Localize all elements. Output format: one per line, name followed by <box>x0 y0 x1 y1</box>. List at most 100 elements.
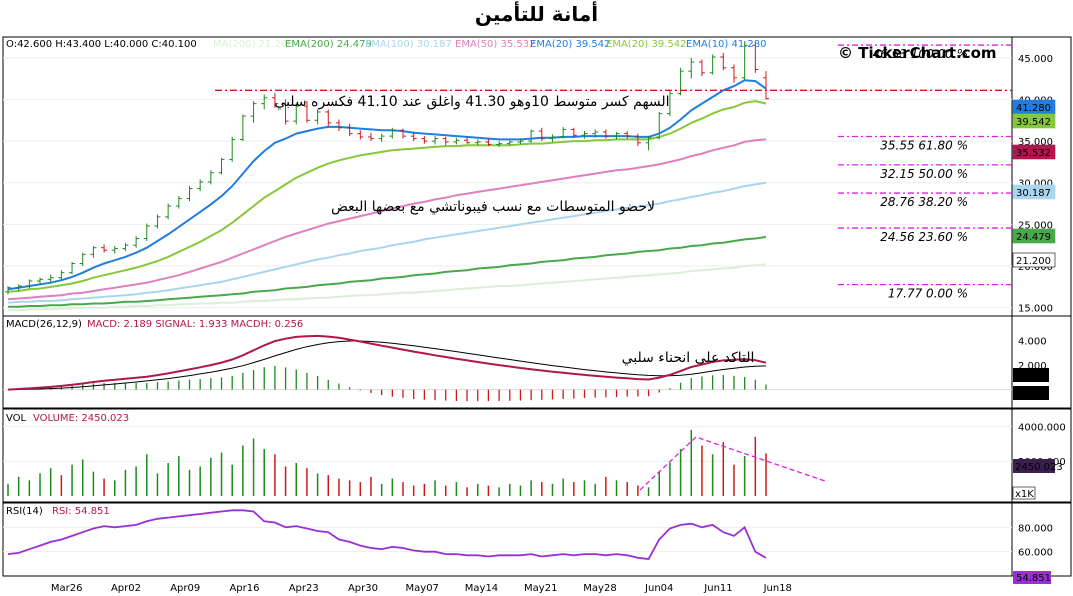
series-line-ema200 <box>8 235 767 308</box>
price-candle <box>69 261 76 275</box>
price-badge-label: 24.479 <box>1016 232 1051 243</box>
macd-line <box>7 334 767 391</box>
rsi-line <box>7 509 767 560</box>
series-line-ema10 <box>7 79 767 291</box>
rsi-panel-frame <box>2 502 1072 577</box>
volume-tick-label: 4000.000 <box>1018 422 1066 433</box>
price-candle <box>229 136 236 162</box>
price-badge <box>1012 228 1056 244</box>
legend-item: EMA(20) 39.542 <box>530 39 610 50</box>
price-candle <box>421 136 428 144</box>
volume-values: VOLUME: 2450.023 <box>33 413 129 424</box>
rsi-tick-label: 80.000 <box>1018 523 1053 534</box>
price-candle <box>698 59 705 77</box>
series-line-ema100 <box>7 181 767 304</box>
price-candle <box>453 137 460 145</box>
series-line-ema50 <box>7 138 767 301</box>
price-tick-label: 35.000 <box>1018 137 1053 148</box>
price-candle <box>133 236 140 248</box>
price-candle <box>293 103 300 125</box>
ohlc-label: O:42.600 H:43.400 L:40.000 C:40.100 <box>6 39 197 50</box>
series-line-ema20 <box>7 100 767 293</box>
price-candle <box>303 101 310 123</box>
legend-item: EMA(100) 30.187 <box>365 39 452 50</box>
macd-tick-label: 2.000 <box>1018 361 1047 372</box>
price-candle <box>474 139 481 146</box>
price-candle <box>271 92 278 108</box>
macd-label: MACD(26,12,9) <box>6 319 82 330</box>
price-candle <box>506 140 513 146</box>
price-candle <box>335 119 342 132</box>
price-candle <box>250 101 257 123</box>
price-candle <box>602 129 609 139</box>
price-candle <box>709 54 716 75</box>
price-candle <box>400 128 407 139</box>
price-candle <box>666 91 673 117</box>
macd-annotation: التاكد على انحناء سلبي <box>622 350 755 366</box>
price-candle <box>367 132 374 142</box>
price-candle <box>592 129 599 138</box>
rsi-label: RSI(14) <box>6 506 43 517</box>
price-candle <box>346 123 353 137</box>
price-badge <box>1012 144 1056 160</box>
legend-item: EMA(10) 41.280 <box>686 39 766 50</box>
macd-signal-line <box>7 340 767 391</box>
price-candle <box>111 246 118 254</box>
price-candle <box>58 270 65 281</box>
price-candle <box>154 214 161 229</box>
x-tick-label: Apr30 <box>348 583 378 594</box>
macd-badge-label: 1.933 <box>1016 371 1045 382</box>
price-candle <box>218 157 225 175</box>
price-badge-label: 41.280 <box>1016 103 1051 114</box>
chart-title: أمانة للتأمين <box>474 2 599 26</box>
price-candle <box>581 131 588 139</box>
price-panel-frame <box>2 36 1072 317</box>
x-tick-label: Jun11 <box>703 583 732 594</box>
price-candle <box>688 57 695 79</box>
x-tick-label: Apr23 <box>289 583 319 594</box>
x-tick-label: May28 <box>583 583 616 594</box>
price-badge <box>1012 113 1056 129</box>
price-badge <box>1012 252 1056 268</box>
price-candle <box>560 126 567 139</box>
fib-level-label: 28.76 38.20 % <box>880 195 968 209</box>
price-candle <box>517 138 524 145</box>
x-tick-label: Mar26 <box>51 583 83 594</box>
rsi-badge <box>1013 571 1051 584</box>
macd-tick-label: 4.000 <box>1018 337 1047 348</box>
price-candle <box>143 223 150 242</box>
rsi-badge-label: 54.851 <box>1016 573 1051 584</box>
price-candle <box>314 109 321 125</box>
price-candle <box>357 130 364 140</box>
legend-item: EMA(20) 39.542 <box>606 39 686 50</box>
price-candle <box>37 277 44 285</box>
price-annotation-break: السهم كسر متوسط 10وهو 41.30 واغلق عند 41… <box>274 94 669 110</box>
price-candle <box>741 41 748 81</box>
price-candle <box>624 131 631 139</box>
price-badge <box>1012 184 1056 200</box>
price-candle <box>763 71 769 100</box>
fib-level-label: 32.15 50.00 % <box>880 167 968 181</box>
fib-level-label: 35.55 61.80 % <box>880 139 968 153</box>
x-tick-label: May21 <box>524 583 557 594</box>
price-candle <box>656 111 663 140</box>
price-candle <box>442 136 449 146</box>
x-tick-label: Apr09 <box>170 583 200 594</box>
price-candle <box>464 136 471 144</box>
series-line-ma200 <box>8 263 767 312</box>
price-tick-label: 30.000 <box>1018 179 1053 190</box>
price-candle <box>570 127 577 138</box>
price-candle <box>175 196 182 209</box>
price-candle <box>79 252 86 267</box>
price-candle <box>613 131 620 140</box>
price-candle <box>634 133 641 147</box>
price-candle <box>730 64 737 83</box>
price-candle <box>496 141 503 147</box>
price-candle <box>5 286 11 295</box>
fib-level-label: 17.77 0.00 % <box>888 287 968 301</box>
price-candle <box>186 186 193 202</box>
volume-unit-box <box>1012 486 1036 500</box>
price-candle <box>15 284 22 292</box>
price-candle <box>101 244 108 253</box>
